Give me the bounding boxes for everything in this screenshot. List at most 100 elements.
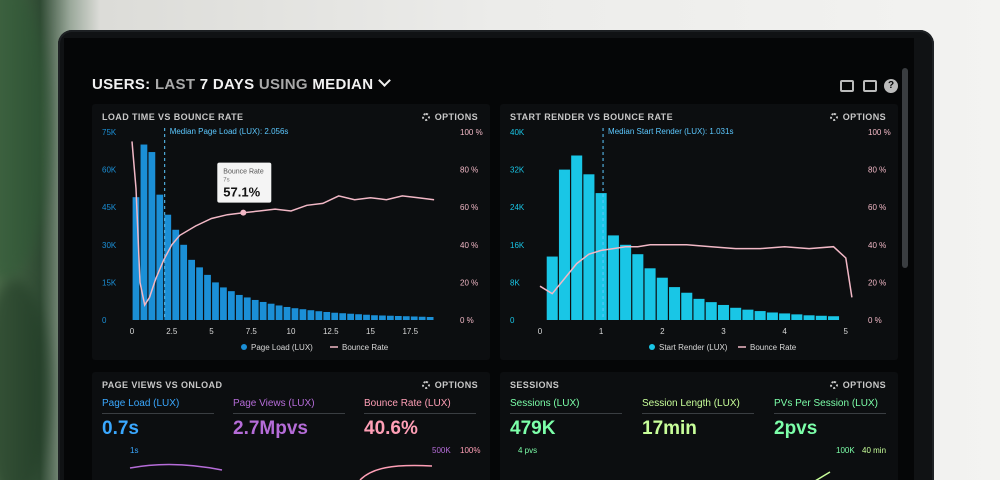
- page-views-sparkline: [129, 463, 433, 480]
- legend-label-bars: Start Render (LUX): [659, 343, 728, 352]
- metric-label-page-load: Page Load (LUX): [102, 398, 180, 409]
- histogram-bar: [291, 308, 299, 320]
- tooltip-label: Bounce Rate: [223, 169, 264, 176]
- axis-label-right: 100%: [460, 446, 481, 455]
- metric-value-page-load: 0.7s: [102, 418, 139, 439]
- bounce-rate-line: [539, 244, 853, 298]
- histogram-bar: [148, 152, 156, 320]
- histogram-bar: [228, 291, 235, 320]
- load-time-chart: 0 15K 30K 45K 60K 75K 0 % 20 % 40 % 60 % 80 % 100 %…: [102, 127, 483, 352]
- histogram-bar: [632, 254, 644, 320]
- chevron-down-icon[interactable]: [378, 74, 392, 87]
- histogram-bar: [779, 313, 791, 320]
- metric-label-session-length: Session Length (LUX): [642, 398, 740, 409]
- histogram-bar: [379, 315, 386, 320]
- image-icon[interactable]: [863, 80, 877, 92]
- legend-label-line: Bounce Rate: [750, 343, 797, 352]
- histogram-bar: [331, 312, 339, 320]
- metric-value-pvs-per-session: 2pvs: [774, 418, 818, 439]
- histogram-bar: [558, 169, 570, 320]
- gear-icon: [421, 113, 430, 121]
- histogram-bar: [243, 297, 251, 320]
- histogram-bar: [730, 307, 742, 320]
- y-tick-label-left: 0: [510, 316, 515, 325]
- scrollbar[interactable]: [902, 68, 908, 268]
- axis-label-right: 100K: [836, 446, 855, 455]
- y-tick-label-right: 100 %: [868, 128, 891, 137]
- histogram-bar: [251, 299, 259, 320]
- x-tick-label: 1: [599, 327, 604, 336]
- y-tick-label-left: 60K: [102, 166, 117, 175]
- histogram-bar: [363, 314, 370, 320]
- x-tick-label: 17.5: [402, 327, 418, 336]
- histogram-bar: [355, 314, 362, 320]
- histogram-bar: [339, 313, 347, 320]
- dashboard-screen: USERS: LAST 7 DAYS USING MEDIAN ? LOAD T…: [64, 38, 914, 480]
- options-button[interactable]: OPTIONS: [421, 380, 478, 390]
- divider: [233, 413, 345, 414]
- x-tick-label: 0: [130, 327, 135, 336]
- y-tick-label-right: 20 %: [460, 278, 478, 287]
- x-tick-label: 5: [209, 327, 214, 336]
- sparkline-page-load: [129, 463, 223, 471]
- x-tick-label: 0: [538, 327, 543, 336]
- tooltip-box: [217, 162, 272, 203]
- histogram-bar: [188, 259, 195, 320]
- title-prefix: USERS:: [92, 76, 151, 93]
- sessions-panel: SESSIONS OPTIONS Sessions (LUX) 479K Ses…: [500, 372, 898, 480]
- x-tick-label: 15: [366, 327, 375, 336]
- y-tick-label-left: 40K: [510, 128, 525, 137]
- histogram-bar: [235, 294, 243, 320]
- histogram-bar: [669, 287, 681, 320]
- options-button[interactable]: OPTIONS: [829, 380, 886, 390]
- metric-value-page-views: 2.7Mpvs: [233, 418, 308, 439]
- title-using: USING: [258, 76, 308, 93]
- histogram-bar: [607, 235, 619, 320]
- histogram-bar: [742, 309, 754, 320]
- histogram-bar: [132, 197, 140, 320]
- monitor-icon[interactable]: [840, 80, 854, 92]
- help-icon[interactable]: ?: [884, 79, 898, 93]
- metric-label-bounce-rate: Bounce Rate (LUX): [364, 398, 451, 409]
- y-tick-label-right: 0 %: [868, 316, 882, 325]
- divider: [774, 413, 886, 414]
- histogram-bar: [315, 311, 323, 320]
- histogram-bar: [164, 214, 172, 320]
- y-tick-label-right: 100 %: [460, 128, 483, 137]
- y-tick-label-right: 20 %: [868, 278, 886, 287]
- sparkline-sessions: [815, 471, 831, 480]
- title-range: LAST: [154, 76, 196, 93]
- start-render-chart: 0 8K 16K 24K 32K 40K 0 % 20 % 40 % 60 % 80 % 100 % 0…: [510, 127, 891, 352]
- histogram-bar: [259, 301, 267, 320]
- histogram-bar: [394, 315, 402, 320]
- metric-label-sessions: Sessions (LUX): [510, 398, 580, 409]
- x-tick-label: 7.5: [246, 327, 258, 336]
- divider: [102, 413, 214, 414]
- y-tick-label-right: 0 %: [460, 316, 474, 325]
- y-tick-label-left: 8K: [510, 278, 520, 287]
- options-button[interactable]: OPTIONS: [829, 112, 886, 122]
- metric-value-session-length: 17min: [642, 418, 697, 439]
- page-title[interactable]: USERS: LAST 7 DAYS USING MEDIAN: [92, 74, 392, 93]
- histogram-bar: [571, 155, 583, 320]
- y-tick-label-left: 15K: [102, 278, 117, 287]
- histogram-bar: [656, 277, 668, 320]
- histogram-bar: [828, 316, 840, 320]
- sparkline-bounce: [359, 464, 433, 480]
- y-tick-label-right: 60 %: [460, 203, 478, 212]
- page-views-panel: PAGE VIEWS VS ONLOAD OPTIONS Page Load (…: [92, 372, 490, 480]
- start-render-panel: START RENDER VS BOUNCE RATE OPTIONS 0 8K 1…: [500, 104, 898, 360]
- x-tick-label: 5: [844, 327, 849, 336]
- x-tick-label: 12.5: [323, 327, 339, 336]
- y-tick-label-right: 80 %: [460, 166, 478, 175]
- metric-label-page-views: Page Views (LUX): [233, 398, 315, 409]
- histogram-bar: [717, 304, 729, 320]
- y-tick-label-right: 60 %: [868, 203, 886, 212]
- histogram-bar: [196, 267, 203, 320]
- options-button[interactable]: OPTIONS: [421, 112, 478, 122]
- histogram-bar: [583, 174, 595, 320]
- y-tick-label-left: 32K: [510, 166, 525, 175]
- y-tick-label-left: 75K: [102, 128, 117, 137]
- histogram-bar: [418, 316, 426, 320]
- histogram-bar: [766, 312, 778, 320]
